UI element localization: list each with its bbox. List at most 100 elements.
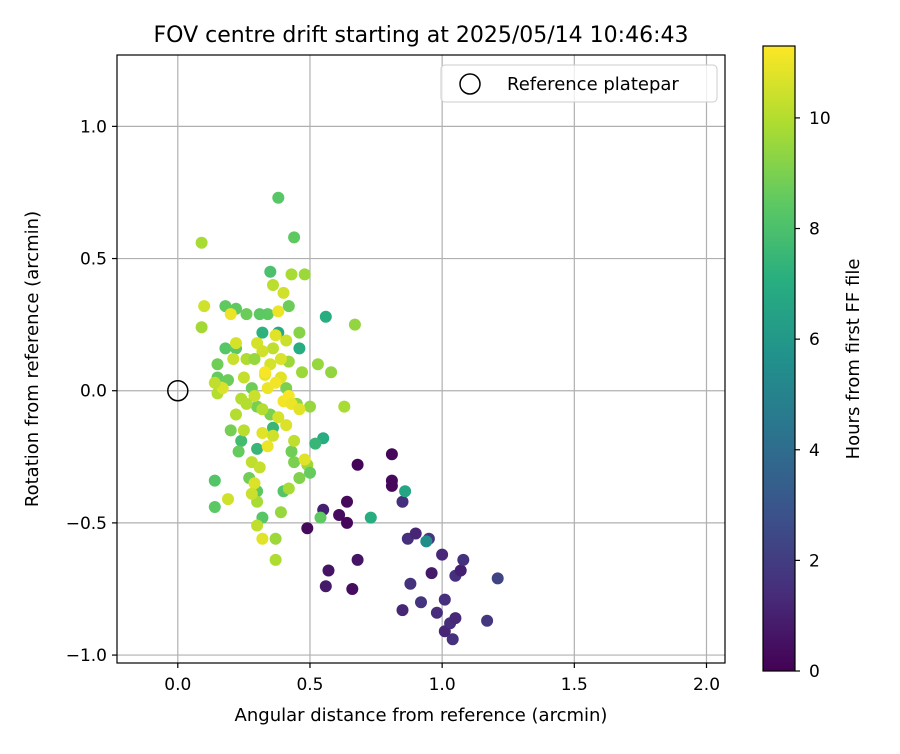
colorbar-tick-label: 8 (809, 220, 820, 240)
data-points (195, 191, 504, 646)
scatter-point (296, 366, 308, 379)
colorbar (763, 46, 795, 671)
scatter-point (272, 411, 285, 424)
scatter-point (319, 580, 332, 593)
scatter-point (409, 527, 422, 540)
scatter-point (325, 366, 338, 379)
colorbar-tick-label: 10 (809, 109, 831, 129)
scatter-point (282, 482, 295, 495)
scatter-point (399, 485, 412, 498)
scatter-point (282, 300, 295, 313)
y-tick-label: 0.5 (80, 250, 107, 270)
scatter-point (256, 427, 269, 439)
scatter-point (285, 268, 298, 281)
scatter-point (319, 310, 332, 323)
scatter-point (293, 403, 306, 416)
scatter-point (208, 376, 221, 389)
scatter-point (208, 474, 221, 487)
scatter-point (267, 342, 279, 355)
scatter-point (298, 453, 311, 466)
plot-frame (116, 54, 726, 664)
scatter-point (269, 553, 282, 566)
scatter-point (341, 516, 353, 529)
scatter-point (481, 614, 494, 627)
scatter-point (240, 397, 253, 410)
scatter-point (211, 358, 224, 371)
scatter-point (251, 442, 264, 455)
scatter-point (333, 509, 346, 521)
scatter-point (338, 400, 351, 413)
colorbar-label: Hours from first FF file (843, 259, 864, 460)
scatter-point (269, 376, 282, 389)
scatter-point (351, 458, 364, 471)
y-tick-label: 1.0 (80, 117, 107, 137)
scatter-point (227, 353, 240, 365)
scatter-point (253, 461, 266, 474)
scatter-point (232, 445, 245, 458)
scatter-point (230, 337, 242, 350)
scatter-point (304, 466, 316, 479)
colorbar-tick-label: 4 (809, 441, 820, 461)
scatter-point (415, 596, 427, 609)
x-tick-label: 0.5 (296, 675, 323, 695)
scatter-point (322, 564, 335, 577)
scatter-point (224, 308, 237, 321)
scatter-point (251, 519, 264, 532)
legend-marker (459, 73, 481, 95)
scatter-point (404, 577, 417, 590)
scatter-point (314, 511, 327, 524)
scatter-point (298, 268, 311, 281)
scatter-point (222, 493, 234, 506)
scatter-point (272, 305, 285, 318)
colorbar-tick-label: 2 (809, 551, 820, 571)
scatter-point (248, 353, 261, 365)
scatter-point (272, 191, 285, 204)
scatter-point (230, 408, 242, 421)
scatter-point (195, 236, 208, 249)
colorbar-ticks: 0 2 4 6 8 10 (795, 109, 831, 682)
scatter-point (219, 342, 232, 355)
scatter-point (259, 366, 271, 379)
grid-lines (117, 55, 725, 663)
scatter-point (288, 231, 301, 244)
scatter-point (208, 501, 221, 513)
scatter-point (285, 445, 298, 458)
scatter-point (293, 326, 306, 339)
scatter-point (248, 477, 261, 490)
scatter-point (420, 535, 433, 548)
scatter-point (240, 308, 253, 321)
scatter-point (454, 564, 467, 577)
x-tick-label: 2.0 (693, 675, 720, 695)
scatter-point (311, 358, 324, 371)
scatter-point (288, 456, 301, 469)
scatter-point (256, 345, 269, 358)
x-tick-label: 1.5 (561, 675, 588, 695)
scatter-point (385, 448, 398, 461)
scatter-point (446, 633, 459, 646)
colorbar-tick-label: 0 (809, 662, 820, 682)
scatter-point (396, 604, 409, 617)
y-tick-label: −0.5 (66, 514, 107, 534)
scatter-point (253, 308, 266, 321)
x-axis-label: Angular distance from reference (arcmin) (235, 705, 608, 726)
scatter-point (198, 300, 211, 313)
colorbar-frame (762, 45, 796, 672)
scatter-point (277, 286, 290, 299)
scatter-point (293, 342, 306, 355)
scatter-point (280, 419, 293, 432)
scatter-point (235, 434, 248, 447)
scatter-point (267, 279, 279, 291)
scatter-point (491, 572, 504, 585)
scatter-point (274, 353, 287, 365)
scatter-point (288, 434, 301, 447)
scatter-point (293, 472, 306, 484)
scatter-point (256, 403, 269, 416)
y-tick-label: 0.0 (80, 382, 107, 402)
y-axis-label: Rotation from reference (arcmin) (22, 211, 43, 507)
scatter-point (457, 553, 470, 566)
scatter-point (261, 440, 274, 453)
scatter-point (449, 612, 462, 625)
scatter-point (269, 329, 282, 342)
scatter-point (396, 495, 409, 508)
scatter-point (195, 321, 208, 334)
